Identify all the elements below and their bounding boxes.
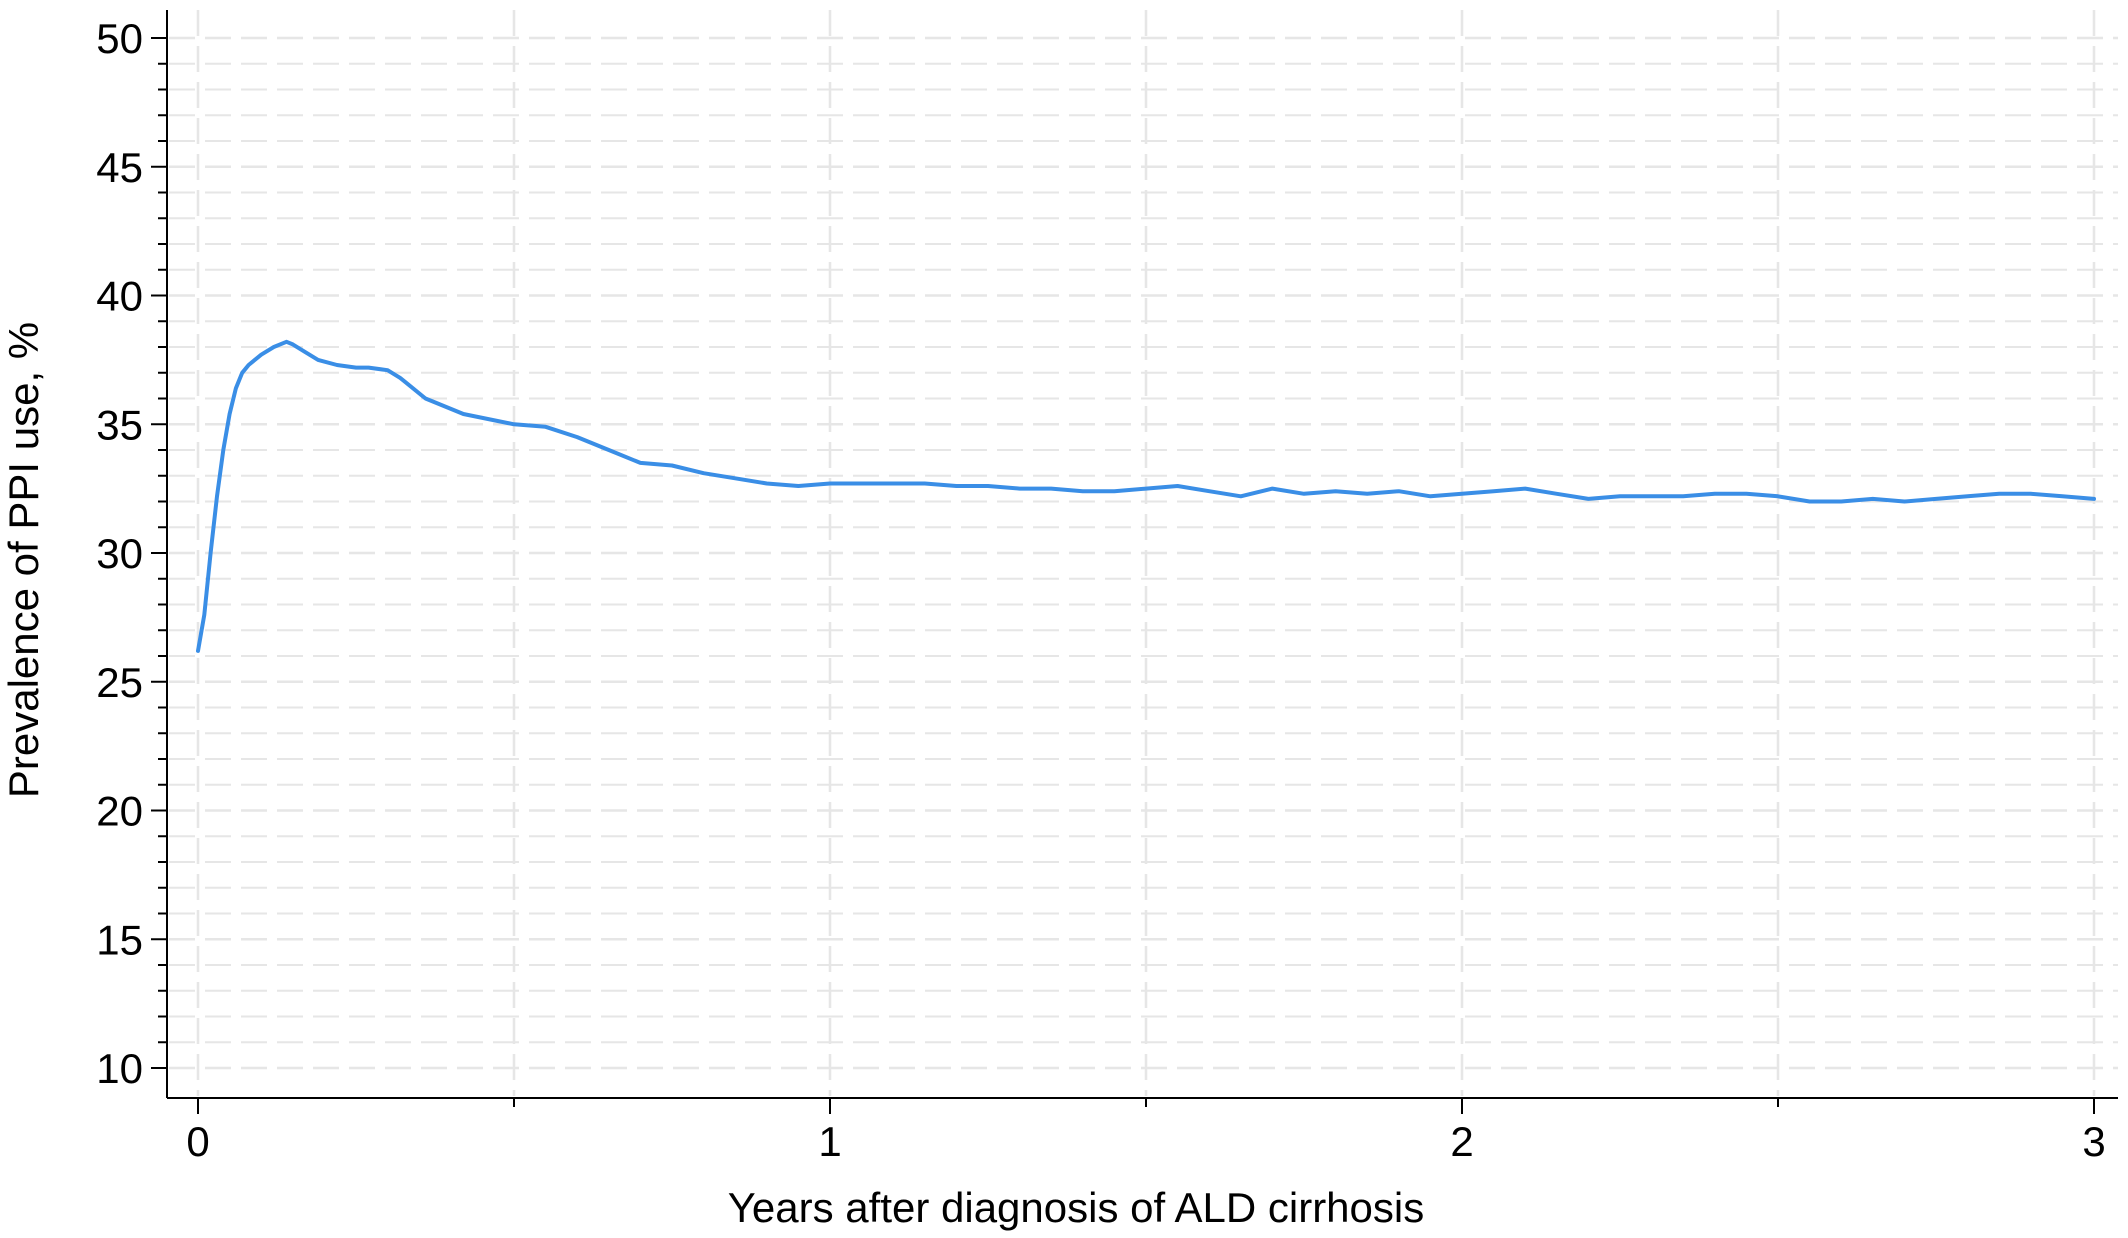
y-tick-label: 25: [96, 659, 143, 706]
y-tick-label: 30: [96, 530, 143, 577]
y-tick-label: 10: [96, 1045, 143, 1092]
series-line: [196, 339, 2096, 653]
y-tick-label: 40: [96, 273, 143, 320]
ticks: 10 15 20 25 30 35 40 45 50 0 1 2 3: [96, 15, 2105, 1165]
x-tick-label: 0: [186, 1118, 209, 1165]
x-tick-label: 2: [1450, 1118, 1473, 1165]
x-axis-title: Years after diagnosis of ALD cirrhosis: [728, 1184, 1424, 1231]
y-axis-title: Prevalence of PPI use, %: [0, 322, 47, 798]
x-tick-label: 3: [2082, 1118, 2105, 1165]
x-tick-label: 1: [818, 1118, 841, 1165]
y-tick-label: 20: [96, 788, 143, 835]
y-tick-label: 50: [96, 15, 143, 62]
y-tick-label: 45: [96, 144, 143, 191]
y-tick-label: 35: [96, 401, 143, 448]
grid: [169, 10, 2118, 1096]
series: [196, 339, 2096, 653]
y-tick-label: 15: [96, 916, 143, 963]
